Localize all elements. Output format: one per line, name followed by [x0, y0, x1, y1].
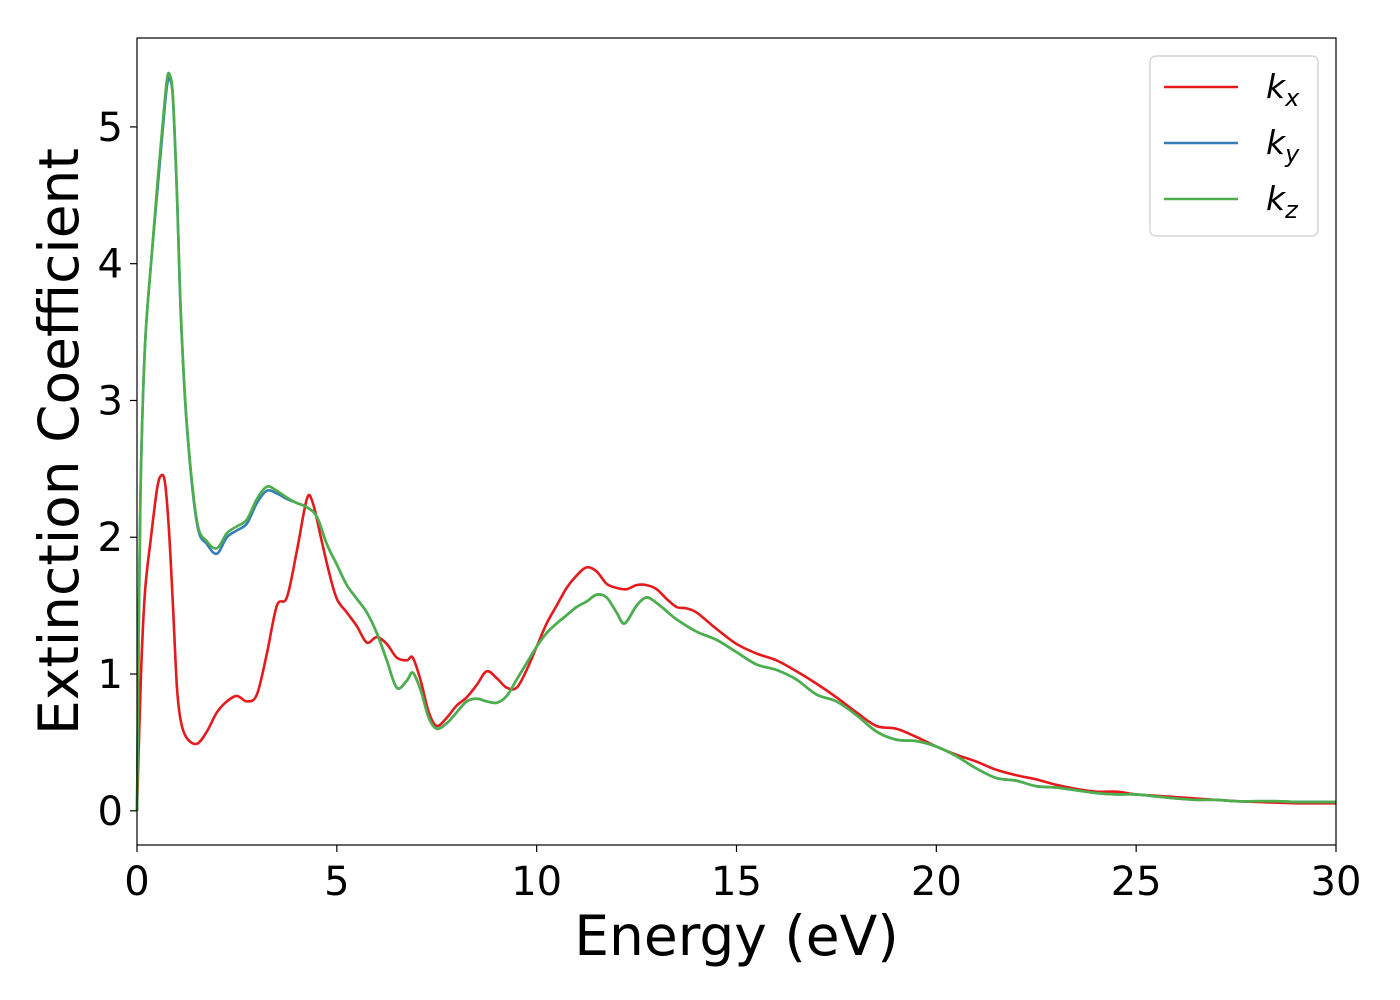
legend-label-kz: kz: [1266, 179, 1299, 224]
legend: kx ky kz: [1149, 55, 1319, 237]
x-tick-label: 0: [124, 859, 149, 905]
x-tick-label: 30: [1311, 859, 1362, 905]
legend-label-ky: ky: [1266, 123, 1300, 168]
legend-label-kx: kx: [1266, 67, 1300, 112]
x-tick-label: 20: [911, 859, 962, 905]
y-tick-label: 3: [98, 378, 123, 424]
x-tick-label: 15: [711, 859, 762, 905]
series-line-kz: [135, 71, 1336, 811]
x-axis-label: Energy (eV): [574, 904, 898, 968]
x-axis: 0 5 10 15 20 25 30: [124, 845, 1361, 905]
y-tick-label: 1: [98, 652, 123, 698]
y-tick-label: 5: [98, 105, 123, 151]
x-tick-label: 5: [324, 859, 349, 905]
y-tick-label: 2: [98, 515, 123, 561]
series-layer: [135, 71, 1336, 811]
y-axis: 0 1 2 3 4 5: [98, 105, 137, 835]
x-tick-label: 25: [1111, 859, 1162, 905]
y-axis-label: Extinction Coefficient: [27, 148, 91, 735]
legend-box: [1149, 55, 1319, 237]
series-line-kx: [135, 473, 1336, 811]
x-tick-label: 10: [511, 859, 562, 905]
y-tick-label: 4: [98, 242, 123, 288]
y-tick-label: 0: [98, 789, 123, 835]
